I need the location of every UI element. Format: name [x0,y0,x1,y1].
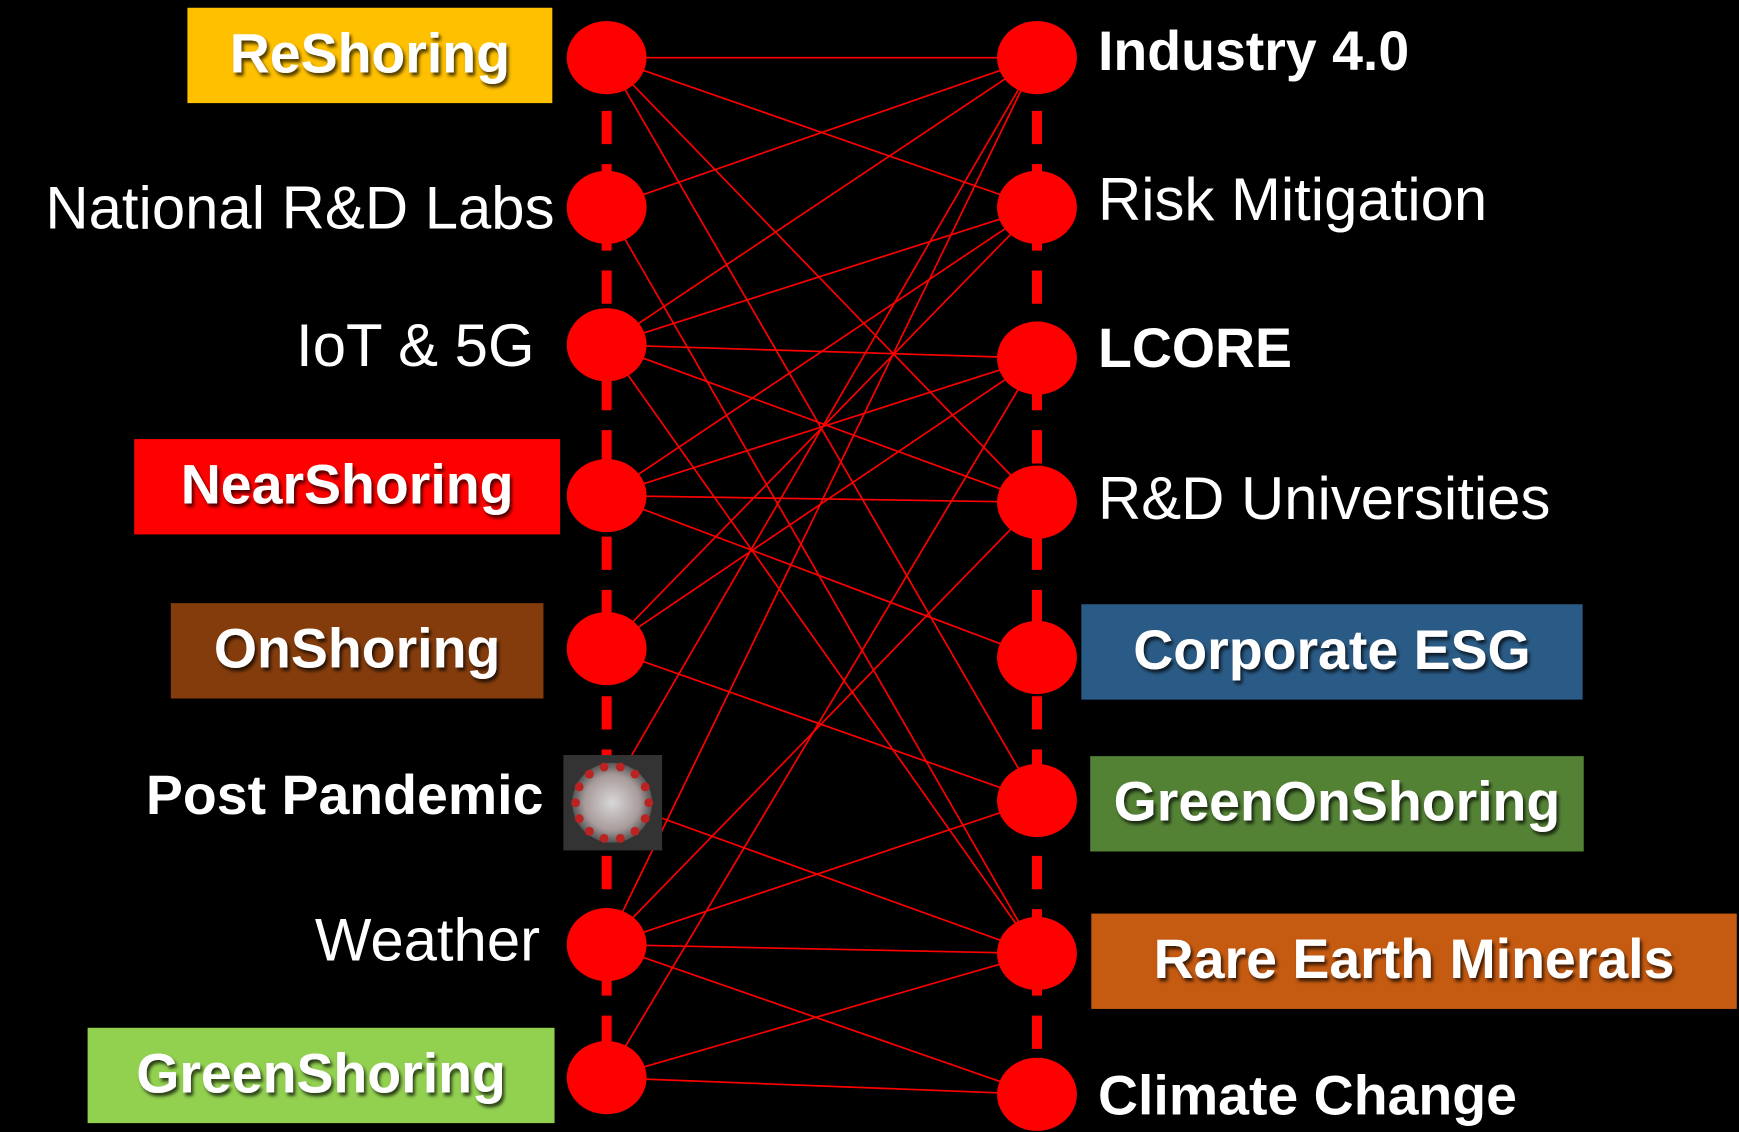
virus-spike [641,782,650,791]
node [997,621,1077,694]
node [997,917,1077,990]
node-label: National R&D Labs [45,175,554,242]
virus-spike [644,798,653,807]
node-label: GreenOnShoring [1114,771,1561,833]
node-label: LCORE [1098,317,1292,379]
node [567,171,647,244]
node-label: Corporate ESG [1133,619,1530,681]
node [997,21,1077,94]
node-label: Climate Change [1098,1064,1517,1126]
node-label: IoT & 5G [296,312,534,379]
virus-spike [616,763,625,772]
virus-spike [585,827,594,836]
virus-spike [575,782,584,791]
node [997,322,1077,395]
virus-spike [585,770,594,779]
node-label: OnShoring [214,618,500,680]
virus-spike [575,814,584,823]
node [997,764,1077,837]
virus-spike [631,770,640,779]
node-label: ReShoring [230,22,510,84]
node-label: Industry 4.0 [1098,20,1409,82]
virus-spike [631,827,640,836]
node [997,1058,1077,1131]
node [567,308,647,381]
node-label: Risk Mitigation [1098,166,1487,233]
virus-spike [641,814,650,823]
node [567,612,647,685]
virus-spike [616,834,625,843]
virus-spike [600,763,609,772]
node-label: Weather [315,906,540,973]
node-label: R&D Universities [1098,465,1550,532]
virus-icon [572,763,652,843]
node-label: GreenShoring [136,1042,506,1104]
node-label: Rare Earth Minerals [1154,928,1675,990]
node [567,908,647,981]
node-label: Post Pandemic [146,764,543,826]
virus-spike [571,798,580,807]
node-label: NearShoring [181,454,514,516]
virus-spike [600,834,609,843]
diagram: ReShoring National R&D Labs IoT & 5G NearSh… [0,0,1739,1132]
node [567,21,647,94]
node [997,466,1077,539]
node [997,171,1077,244]
node [567,459,647,532]
node [567,1041,647,1114]
